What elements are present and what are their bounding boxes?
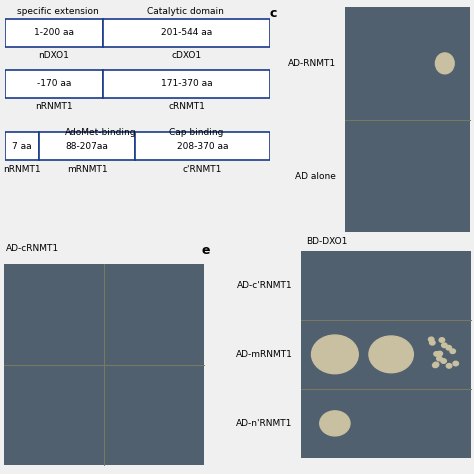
Circle shape: [320, 411, 350, 436]
Bar: [301, 251, 471, 458]
Text: AD-cRNMT1: AD-cRNMT1: [6, 244, 59, 253]
Circle shape: [442, 343, 447, 347]
Circle shape: [429, 340, 435, 345]
Text: e: e: [202, 244, 210, 257]
Text: cDXO1: cDXO1: [172, 51, 201, 60]
FancyBboxPatch shape: [135, 133, 270, 160]
Text: 7 aa: 7 aa: [12, 142, 32, 151]
Text: c'RNMT1: c'RNMT1: [183, 165, 222, 174]
Text: specific extension: specific extension: [17, 7, 99, 16]
Circle shape: [437, 351, 443, 356]
Text: 1-200 aa: 1-200 aa: [34, 28, 74, 37]
Text: AdoMet-binding: AdoMet-binding: [64, 128, 136, 137]
Text: AD-mRNMT1: AD-mRNMT1: [236, 350, 292, 359]
Text: Cap binding: Cap binding: [169, 128, 223, 137]
Circle shape: [433, 362, 439, 367]
Circle shape: [439, 338, 445, 342]
FancyBboxPatch shape: [5, 18, 103, 46]
Text: Catalytic domain: Catalytic domain: [147, 7, 224, 16]
Text: -170 aa: -170 aa: [36, 79, 71, 88]
Text: cRNMT1: cRNMT1: [168, 102, 205, 111]
Bar: [4, 264, 204, 465]
Text: c: c: [270, 7, 277, 20]
Circle shape: [428, 337, 434, 342]
FancyBboxPatch shape: [103, 70, 270, 98]
Circle shape: [450, 349, 456, 354]
Bar: [345, 7, 470, 232]
Circle shape: [436, 53, 454, 74]
Circle shape: [369, 336, 413, 373]
Text: 171-370 aa: 171-370 aa: [161, 79, 212, 88]
Text: AD-c'RNMT1: AD-c'RNMT1: [237, 281, 292, 290]
FancyBboxPatch shape: [103, 18, 270, 46]
Circle shape: [441, 359, 447, 363]
Text: AD-RNMT1: AD-RNMT1: [288, 59, 337, 68]
Text: AD-n'RNMT1: AD-n'RNMT1: [236, 419, 292, 428]
Text: 208-370 aa: 208-370 aa: [177, 142, 228, 151]
Text: nRNMT1: nRNMT1: [3, 165, 41, 174]
Text: mRNMT1: mRNMT1: [67, 165, 107, 174]
Text: 201-544 aa: 201-544 aa: [161, 28, 212, 37]
Text: nDXO1: nDXO1: [38, 51, 69, 60]
Circle shape: [437, 356, 442, 361]
Text: 88-207aa: 88-207aa: [65, 142, 109, 151]
Circle shape: [447, 364, 452, 368]
Circle shape: [446, 346, 452, 350]
Circle shape: [434, 352, 439, 356]
Circle shape: [311, 335, 358, 374]
FancyBboxPatch shape: [39, 133, 135, 160]
Text: AD alone: AD alone: [295, 172, 337, 181]
FancyBboxPatch shape: [5, 70, 103, 98]
Text: BD-DXO1: BD-DXO1: [306, 237, 347, 246]
Circle shape: [433, 363, 438, 368]
Circle shape: [453, 361, 458, 366]
FancyBboxPatch shape: [5, 133, 39, 160]
Text: nRNMT1: nRNMT1: [35, 102, 73, 111]
